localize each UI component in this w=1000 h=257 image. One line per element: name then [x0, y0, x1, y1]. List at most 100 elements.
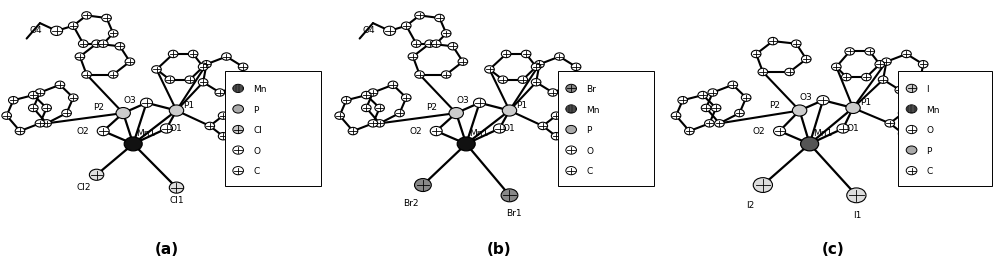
Circle shape	[233, 84, 243, 93]
FancyBboxPatch shape	[225, 71, 321, 186]
Circle shape	[51, 26, 63, 35]
Circle shape	[885, 120, 895, 127]
Circle shape	[708, 89, 718, 96]
Circle shape	[535, 61, 544, 68]
Circle shape	[205, 122, 215, 130]
Circle shape	[449, 107, 463, 119]
Circle shape	[832, 63, 841, 70]
Circle shape	[735, 109, 744, 117]
Circle shape	[906, 125, 917, 134]
Circle shape	[335, 112, 344, 119]
Circle shape	[55, 81, 65, 88]
Circle shape	[401, 22, 411, 29]
Text: O: O	[586, 147, 593, 156]
Circle shape	[2, 112, 11, 119]
Circle shape	[108, 71, 118, 78]
Circle shape	[875, 61, 885, 68]
Circle shape	[571, 115, 581, 122]
Circle shape	[98, 40, 108, 47]
Text: Cl1: Cl1	[170, 196, 184, 205]
Text: O2: O2	[77, 126, 89, 136]
Circle shape	[125, 58, 135, 65]
Circle shape	[401, 94, 411, 101]
Circle shape	[906, 146, 917, 154]
Text: O2: O2	[753, 126, 765, 136]
Circle shape	[906, 105, 917, 113]
Circle shape	[918, 112, 928, 119]
Circle shape	[165, 76, 175, 83]
Circle shape	[845, 48, 855, 55]
Circle shape	[233, 125, 243, 134]
Circle shape	[431, 40, 441, 47]
Circle shape	[785, 68, 794, 76]
Text: (a): (a)	[154, 242, 179, 257]
Circle shape	[169, 105, 184, 116]
Circle shape	[701, 104, 711, 112]
Circle shape	[348, 127, 358, 135]
Circle shape	[42, 120, 51, 127]
Circle shape	[415, 179, 431, 191]
Circle shape	[115, 43, 125, 50]
Circle shape	[918, 127, 928, 135]
Circle shape	[368, 120, 378, 127]
Circle shape	[415, 12, 424, 19]
Text: P1: P1	[860, 98, 871, 107]
Circle shape	[35, 89, 45, 96]
Circle shape	[185, 76, 195, 83]
Circle shape	[551, 112, 561, 119]
Circle shape	[571, 63, 581, 70]
Text: P1: P1	[183, 101, 194, 110]
Circle shape	[141, 98, 153, 107]
Circle shape	[62, 109, 71, 117]
Circle shape	[837, 124, 849, 133]
Circle shape	[362, 104, 371, 112]
Circle shape	[753, 178, 772, 192]
Text: Mn: Mn	[927, 106, 940, 115]
Circle shape	[362, 91, 371, 99]
Circle shape	[678, 97, 688, 104]
Circle shape	[906, 84, 917, 93]
Text: C: C	[927, 167, 933, 176]
Circle shape	[188, 50, 198, 58]
Circle shape	[235, 81, 245, 88]
Circle shape	[238, 115, 248, 122]
Circle shape	[865, 48, 875, 55]
Circle shape	[882, 58, 891, 65]
Circle shape	[898, 130, 908, 137]
Circle shape	[342, 97, 351, 104]
Circle shape	[35, 120, 45, 127]
Circle shape	[92, 40, 101, 47]
Circle shape	[895, 86, 905, 94]
Circle shape	[430, 126, 442, 136]
Circle shape	[847, 188, 866, 203]
Circle shape	[741, 94, 751, 101]
Circle shape	[9, 97, 18, 104]
Circle shape	[215, 89, 225, 96]
Circle shape	[571, 130, 581, 137]
Circle shape	[233, 167, 243, 175]
Text: Mn1: Mn1	[137, 129, 156, 138]
Circle shape	[518, 76, 528, 83]
Circle shape	[531, 63, 541, 70]
Circle shape	[198, 79, 208, 86]
Circle shape	[751, 50, 761, 58]
Circle shape	[218, 133, 228, 140]
Circle shape	[97, 126, 109, 136]
Circle shape	[774, 126, 786, 136]
Circle shape	[15, 127, 25, 135]
Text: O1: O1	[503, 124, 516, 133]
Text: I2: I2	[746, 201, 754, 210]
Text: O1: O1	[846, 124, 859, 133]
Circle shape	[68, 22, 78, 29]
Circle shape	[457, 137, 475, 151]
Circle shape	[198, 63, 208, 70]
Circle shape	[375, 120, 384, 127]
Circle shape	[82, 71, 91, 78]
Circle shape	[568, 81, 578, 88]
Circle shape	[671, 112, 681, 119]
Circle shape	[817, 96, 829, 105]
Text: O: O	[927, 126, 934, 135]
Circle shape	[715, 120, 724, 127]
Text: Br: Br	[586, 85, 596, 94]
Text: (c): (c)	[822, 242, 844, 257]
